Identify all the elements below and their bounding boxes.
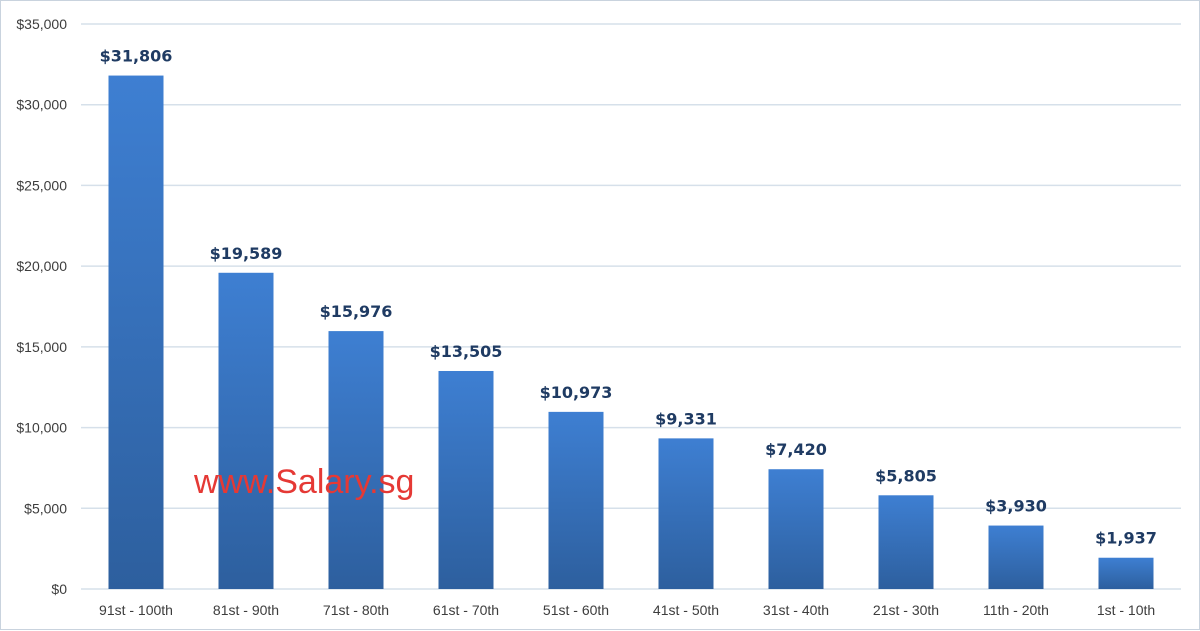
bar — [988, 525, 1044, 589]
data-label: $9,331 — [655, 409, 717, 428]
bar — [438, 370, 494, 589]
y-tick-label: $35,000 — [16, 16, 67, 32]
y-tick-label: $25,000 — [16, 177, 67, 193]
x-axis-ticks: 91st - 100th 81st - 90th 71st - 80th 61st -… — [99, 602, 1155, 618]
bar — [1098, 557, 1154, 589]
x-tick-label: 21st - 30th — [873, 602, 939, 618]
y-tick-label: $0 — [51, 581, 67, 597]
bar — [218, 272, 274, 589]
data-labels: $31,806 $19,589 $15,976 $13,505 $10,973 $9,33… — [100, 47, 1157, 548]
data-label: $31,806 — [100, 47, 173, 66]
x-tick-label: 11th - 20th — [983, 602, 1049, 618]
watermark-text: www.Salary.sg — [193, 463, 414, 501]
x-tick-label: 61st - 70th — [433, 602, 499, 618]
data-label: $15,976 — [320, 302, 393, 321]
bar — [878, 495, 934, 589]
bar — [108, 75, 164, 589]
bar — [768, 469, 824, 589]
data-label: $3,930 — [985, 497, 1047, 516]
bar — [658, 438, 714, 589]
y-tick-label: $5,000 — [24, 500, 67, 516]
y-tick-label: $30,000 — [16, 97, 67, 113]
x-tick-label: 31st - 40th — [763, 602, 829, 618]
y-tick-label: $15,000 — [16, 339, 67, 355]
x-tick-label: 41st - 50th — [653, 602, 719, 618]
bars — [108, 75, 1154, 589]
x-tick-label: 1st - 10th — [1097, 602, 1155, 618]
x-tick-label: 71st - 80th — [323, 602, 389, 618]
x-tick-label: 51st - 60th — [543, 602, 609, 618]
data-label: $19,589 — [210, 244, 283, 263]
y-tick-label: $20,000 — [16, 258, 67, 274]
data-label: $1,937 — [1095, 529, 1157, 548]
y-tick-label: $10,000 — [16, 420, 67, 436]
x-tick-label: 91st - 100th — [99, 602, 173, 618]
data-label: $5,805 — [875, 466, 937, 485]
data-label: $13,505 — [430, 342, 503, 361]
bar — [328, 331, 384, 589]
x-tick-label: 81st - 90th — [213, 602, 279, 618]
data-label: $10,973 — [540, 383, 613, 402]
y-axis-ticks: $0 $5,000 $10,000 $15,000 $20,000 $25,000 $30,… — [16, 16, 67, 597]
data-label: $7,420 — [765, 440, 827, 459]
bar — [548, 411, 604, 589]
